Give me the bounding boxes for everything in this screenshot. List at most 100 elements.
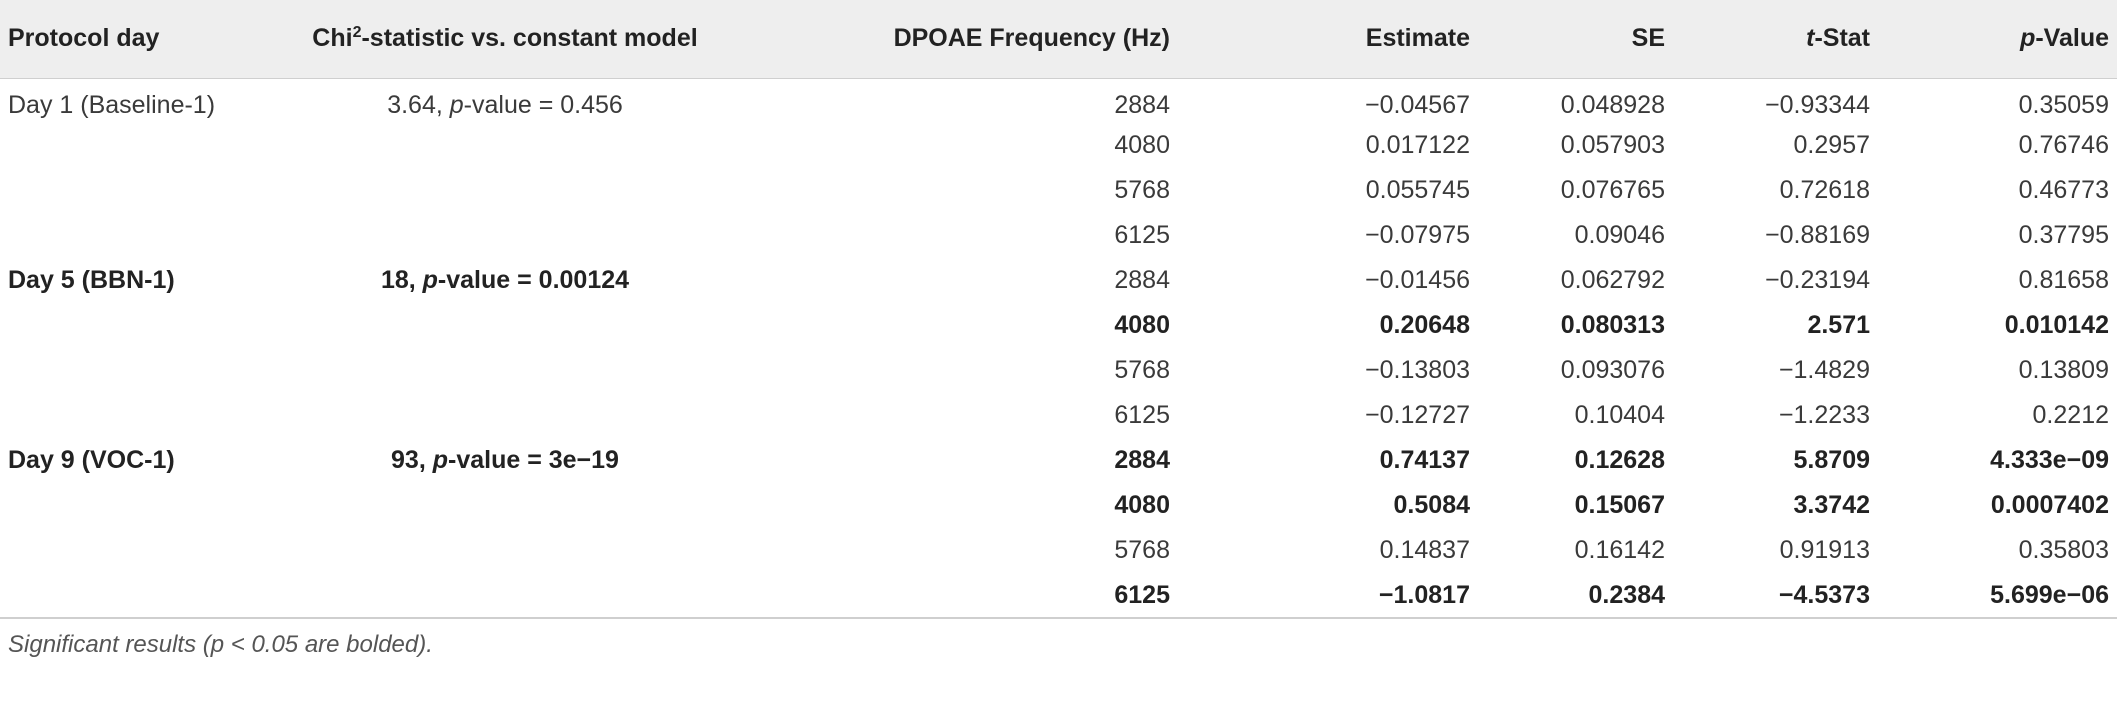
cell-p-value: 0.010142 bbox=[2004, 311, 2109, 339]
table-row: 6125 −1.0817 0.2384 −4.5373 5.699e−06 bbox=[0, 573, 2117, 619]
header-row: Protocol day Chi2-statistic vs. constant… bbox=[0, 0, 2117, 79]
chi-value: 18, bbox=[380, 266, 423, 294]
cell-frequency: 5768 bbox=[1114, 356, 1170, 384]
header-chi-suffix: -statistic vs. constant model bbox=[361, 24, 698, 53]
cell-protocol-day bbox=[0, 348, 280, 393]
cell-se: 0.093076 bbox=[1560, 356, 1665, 384]
cell-se: 0.12628 bbox=[1574, 446, 1665, 474]
cell-frequency: 2884 bbox=[1114, 91, 1170, 120]
results-table-container: Protocol day Chi2-statistic vs. constant… bbox=[0, 0, 2117, 658]
cell-chi-statistic bbox=[280, 573, 800, 619]
cell-chi-statistic bbox=[280, 123, 800, 168]
cell-estimate: 0.74137 bbox=[1379, 446, 1470, 474]
table-footnote: Significant results (p < 0.05 are bolded… bbox=[8, 631, 433, 658]
chi-value: 3.64, bbox=[387, 91, 450, 120]
cell-t-stat: −1.2233 bbox=[1778, 401, 1870, 429]
cell-protocol-day bbox=[0, 573, 280, 619]
cell-chi-statistic bbox=[280, 483, 800, 528]
cell-chi-statistic bbox=[280, 393, 800, 438]
cell-p-value: 0.0007402 bbox=[1990, 491, 2109, 519]
cell-se: 0.15067 bbox=[1574, 491, 1665, 519]
cell-protocol-day bbox=[0, 483, 280, 528]
cell-se: 0.09046 bbox=[1574, 221, 1665, 249]
table-row: 5768 0.055745 0.076765 0.72618 0.46773 bbox=[0, 168, 2117, 213]
header-t-italic: t bbox=[1806, 24, 1815, 53]
cell-estimate: −0.01456 bbox=[1365, 266, 1470, 294]
cell-p-value: 5.699e−06 bbox=[1895, 573, 2117, 619]
cell-p-value: 0.46773 bbox=[2018, 176, 2109, 204]
cell-t-stat: −0.93344 bbox=[1765, 91, 1870, 120]
cell-estimate: −0.13803 bbox=[1365, 356, 1470, 384]
chi-p-italic: p bbox=[449, 91, 464, 120]
table-row: 6125 −0.07975 0.09046 −0.88169 0.37795 bbox=[0, 213, 2117, 258]
cell-chi-statistic bbox=[280, 348, 800, 393]
chi-value: 93, bbox=[391, 446, 433, 474]
cell-t-stat: 0.91913 bbox=[1779, 536, 1870, 564]
table-row: Day 5 (BBN-1) 18, p-value = 0.00124 2884 −0… bbox=[0, 258, 2117, 303]
cell-protocol-day bbox=[0, 393, 280, 438]
header-t-stat: t-Stat bbox=[1665, 0, 1895, 79]
cell-estimate: 0.017122 bbox=[1365, 131, 1470, 159]
cell-se: 0.048928 bbox=[1560, 91, 1665, 120]
cell-estimate: 0.14837 bbox=[1379, 536, 1470, 564]
header-chi-prefix: Chi bbox=[312, 24, 353, 53]
table-header: Protocol day Chi2-statistic vs. constant… bbox=[0, 0, 2117, 79]
cell-protocol-day bbox=[0, 168, 280, 213]
cell-frequency: 2884 bbox=[1114, 266, 1170, 294]
header-chi-statistic: Chi2-statistic vs. constant model bbox=[280, 0, 800, 79]
cell-se: 0.2384 bbox=[1480, 573, 1665, 619]
cell-estimate: −1.0817 bbox=[1220, 573, 1480, 619]
cell-protocol-day bbox=[0, 303, 280, 348]
cell-chi-statistic: 93, p-value = 3e−19 bbox=[280, 438, 800, 483]
cell-frequency: 2884 bbox=[1114, 446, 1170, 474]
cell-estimate: 0.20648 bbox=[1379, 311, 1470, 339]
cell-frequency: 4080 bbox=[1114, 131, 1170, 159]
cell-frequency: 5768 bbox=[1114, 176, 1170, 204]
cell-p-value: 0.35059 bbox=[2018, 91, 2109, 120]
cell-p-value: 0.13809 bbox=[2018, 356, 2109, 384]
cell-se: 0.062792 bbox=[1560, 266, 1665, 294]
cell-estimate: −0.04567 bbox=[1365, 91, 1470, 120]
cell-t-stat: 2.571 bbox=[1807, 311, 1870, 339]
cell-p-value: 0.35803 bbox=[2018, 536, 2109, 564]
header-estimate: Estimate bbox=[1220, 0, 1480, 79]
cell-p-value: 4.333e−09 bbox=[1990, 446, 2109, 474]
cell-frequency: 4080 bbox=[1114, 311, 1170, 339]
cell-frequency: 6125 bbox=[800, 573, 1220, 619]
table-row: 5768 0.14837 0.16142 0.91913 0.35803 bbox=[0, 528, 2117, 573]
cell-p-value: 0.2212 bbox=[2032, 401, 2109, 429]
cell-se: 0.080313 bbox=[1560, 311, 1665, 339]
cell-protocol-day: Day 9 (VOC-1) bbox=[8, 446, 175, 474]
header-chi-sup: 2 bbox=[352, 24, 362, 42]
cell-t-stat: 0.2957 bbox=[1793, 131, 1870, 159]
cell-chi-statistic bbox=[280, 528, 800, 573]
table-row: 6125 −0.12727 0.10404 −1.2233 0.2212 bbox=[0, 393, 2117, 438]
header-t-suffix: -Stat bbox=[1814, 24, 1870, 53]
chi-p-italic: p bbox=[432, 446, 448, 474]
header-frequency: DPOAE Frequency (Hz) bbox=[800, 0, 1220, 79]
cell-estimate: 0.5084 bbox=[1393, 491, 1470, 519]
cell-p-value: 0.76746 bbox=[2018, 131, 2109, 159]
cell-p-value: 0.81658 bbox=[2018, 266, 2109, 294]
header-se: SE bbox=[1480, 0, 1665, 79]
table-body: Day 1 (Baseline-1) 3.64, p-value = 0.456 2… bbox=[0, 78, 2117, 619]
cell-frequency: 4080 bbox=[1114, 491, 1170, 519]
cell-chi-statistic: 18, p-value = 0.00124 bbox=[280, 258, 800, 303]
header-protocol-day: Protocol day bbox=[0, 0, 280, 79]
header-p-suffix: -Value bbox=[2035, 24, 2109, 53]
cell-chi-statistic bbox=[280, 303, 800, 348]
table-row: Day 1 (Baseline-1) 3.64, p-value = 0.456 2… bbox=[0, 78, 2117, 123]
cell-estimate: −0.07975 bbox=[1365, 221, 1470, 249]
chi-p-rest: -value = 0.456 bbox=[463, 91, 623, 120]
cell-t-stat: 0.72618 bbox=[1779, 176, 1870, 204]
cell-frequency: 5768 bbox=[1114, 536, 1170, 564]
table-row: 4080 0.5084 0.15067 3.3742 0.0007402 bbox=[0, 483, 2117, 528]
cell-frequency: 6125 bbox=[1114, 401, 1170, 429]
chi-p-italic: p bbox=[422, 266, 438, 294]
cell-t-stat: 3.3742 bbox=[1793, 491, 1870, 519]
cell-protocol-day: Day 5 (BBN-1) bbox=[8, 266, 175, 294]
chi-p-rest: -value = 3e−19 bbox=[448, 446, 619, 474]
cell-t-stat: 5.8709 bbox=[1793, 446, 1870, 474]
cell-t-stat: −1.4829 bbox=[1778, 356, 1870, 384]
cell-frequency: 6125 bbox=[1114, 221, 1170, 249]
